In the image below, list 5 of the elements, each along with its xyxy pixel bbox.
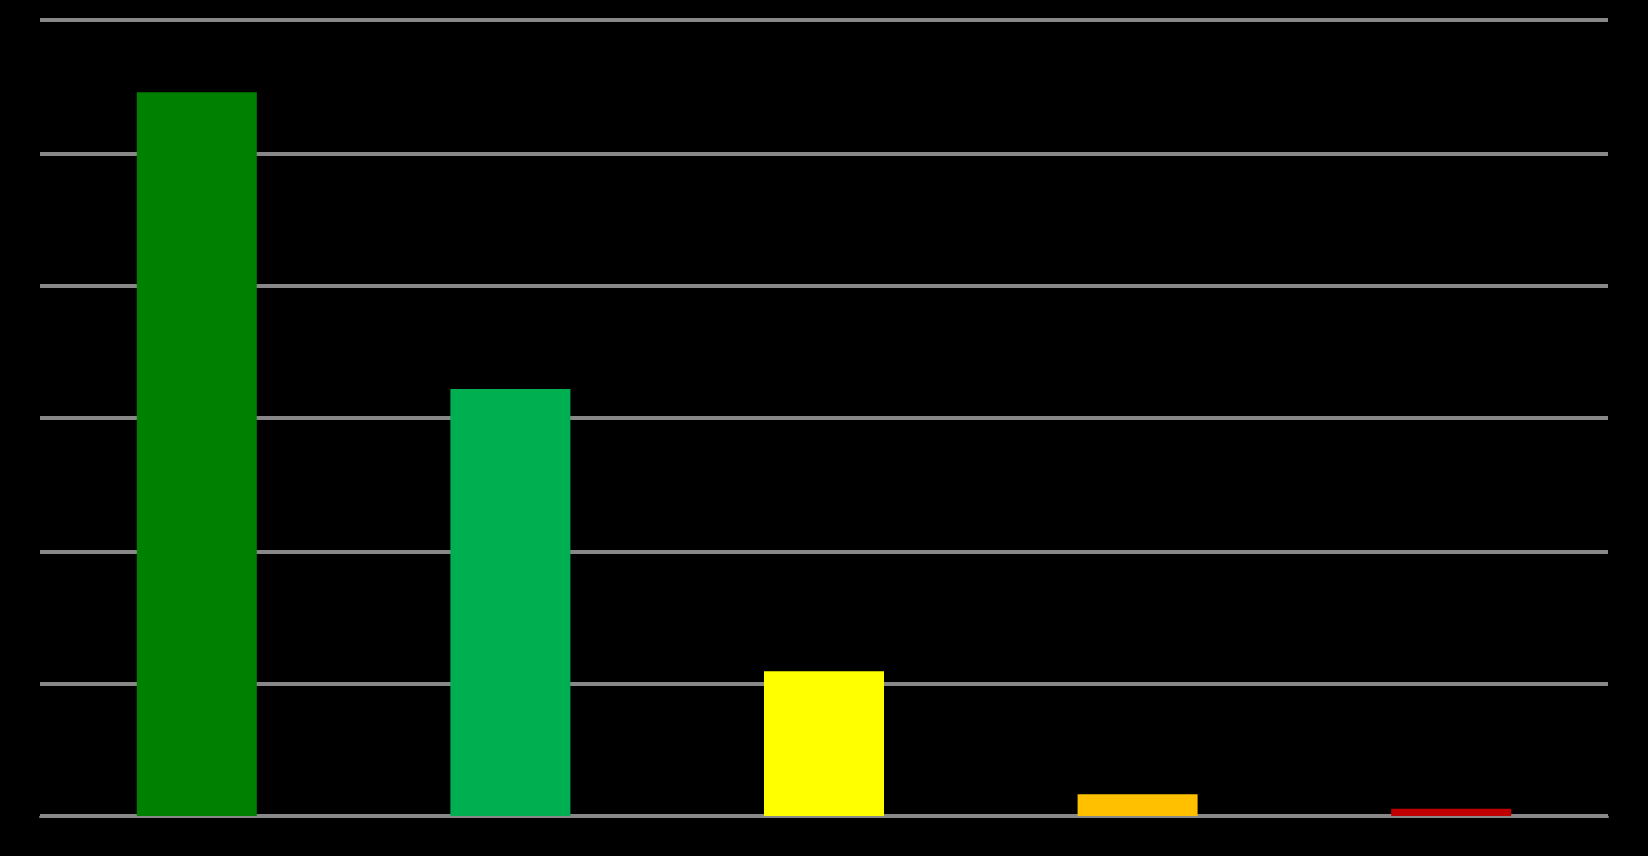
bar <box>1077 794 1198 816</box>
bar <box>136 92 257 816</box>
bar <box>1391 808 1512 816</box>
bar <box>764 671 884 816</box>
bar <box>450 389 571 816</box>
